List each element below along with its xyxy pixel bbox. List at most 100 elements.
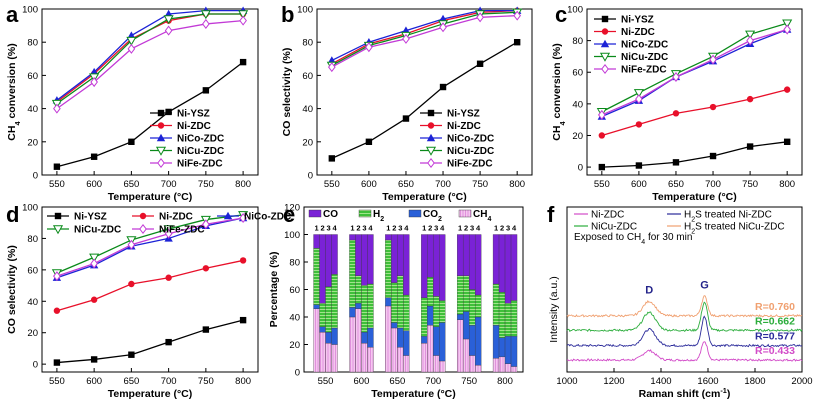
data-point [635, 162, 643, 169]
bar-segment-CO2 [492, 325, 500, 359]
legend-label: H2S treated NiCu-ZDC [684, 222, 785, 236]
data-point [635, 94, 643, 105]
data-point [239, 257, 247, 264]
bar-segment-CO [492, 234, 500, 285]
data-point [90, 258, 98, 269]
data-point [402, 33, 410, 44]
legend-marker [601, 63, 609, 75]
bar-segment-CH4 [439, 360, 446, 373]
bar-index-label: 4 [404, 224, 409, 233]
data-point [746, 95, 754, 103]
x-tick-label: 1200 [603, 376, 624, 387]
legend-label: NiCu-ZDC [74, 225, 121, 236]
data-point [202, 265, 210, 272]
ratio-label: R=0.577 [755, 331, 795, 343]
plot-frame [41, 206, 259, 373]
x-tick-label: 2000 [791, 376, 812, 387]
legend-swatch [308, 209, 322, 218]
legend-marker [601, 15, 609, 23]
x-tick-label: 650 [398, 179, 414, 190]
raman-spectrum-0 [566, 341, 803, 362]
legend-label: NiFe-ZDC [447, 159, 493, 170]
y-tick-label: 20 [572, 131, 583, 142]
bar-segment-CH4 [313, 308, 320, 373]
bar-index-label: 3 [506, 224, 510, 233]
y-axis-title: CO selectivity (%) [281, 48, 293, 137]
y-tick-label: 40 [27, 104, 38, 115]
data-point [239, 316, 247, 324]
data-point [782, 19, 793, 29]
x-axis-title: Temperature (°C) [652, 191, 737, 203]
bar-segment-CH4 [325, 342, 332, 373]
bar-segment-CO [474, 234, 482, 296]
data-point [476, 12, 484, 23]
panel-letter: e [283, 202, 295, 227]
data-point [598, 132, 606, 139]
x-tick-label: 750 [198, 179, 214, 190]
series-line-NiCo-ZDC [331, 10, 518, 62]
series-line-NiCo-ZDC [601, 28, 788, 118]
bar-segment-H2 [474, 294, 482, 318]
legend-label: NiCu-ZDC [591, 222, 637, 233]
x-tick-label: 600 [631, 179, 647, 190]
x-tick-label: 600 [354, 376, 370, 387]
legend-label: NiCo-ZDC [244, 212, 291, 223]
y-axis-title: Intensity (a.u.) [548, 276, 560, 343]
series-line-NiCu-ZDC [601, 22, 788, 113]
legend-label: Ni-ZDC [447, 121, 481, 132]
data-point [476, 60, 484, 67]
bar-segment-H2 [421, 297, 428, 337]
data-point [783, 24, 792, 35]
bar-segment-H2 [439, 300, 446, 323]
bar-index-label: 4 [512, 224, 517, 233]
data-point [709, 54, 717, 65]
data-point [239, 212, 247, 224]
x-tick-label: 750 [198, 376, 214, 387]
legend-marker [52, 225, 64, 235]
y-tick-label: 60 [289, 285, 300, 296]
bar-segment-H2 [510, 300, 518, 337]
bar-segment-H2 [385, 239, 392, 298]
bar-segment-CO [313, 234, 320, 249]
legend-marker [157, 122, 165, 129]
bar-segment-CO2 [385, 297, 392, 307]
data-point [709, 152, 717, 160]
x-tick-label: 600 [86, 376, 102, 387]
bar-segment-CH4 [492, 358, 500, 373]
x-tick-label: 800 [497, 376, 513, 387]
series-line-NiCu-ZDC [56, 13, 244, 105]
legend-label: NiCo-ZDC [621, 40, 668, 51]
legend-label: NiCu-ZDC [621, 52, 668, 63]
bar-segment-CH4 [462, 338, 470, 373]
panel-b: 550 600 650 700 750 800 0 20 40 60 80 100 Temperatur… [281, 2, 533, 203]
ratio-label: R=0.433 [755, 345, 795, 357]
bar-segment-CH4 [510, 366, 518, 373]
y-tick-label: 0 [33, 360, 38, 371]
series-line-Ni-ZDC [601, 88, 788, 137]
data-point [328, 155, 336, 162]
data-point [165, 108, 172, 116]
plot-frame [586, 8, 803, 176]
bar-segment-CO2 [433, 326, 440, 356]
data-point [513, 39, 521, 46]
bar-segment-CO2 [397, 327, 404, 348]
bar-segment-CO2 [474, 316, 482, 366]
x-tick-label: 650 [389, 376, 405, 387]
bar-segment-H2 [462, 275, 470, 312]
x-tick-label: 550 [318, 376, 334, 387]
y-tick-label: 60 [27, 71, 38, 82]
bar-segment-H2 [355, 275, 362, 304]
bar-segment-H2 [397, 275, 404, 329]
bar-segment-CO2 [313, 304, 320, 309]
data-point [783, 86, 791, 93]
legend-label: NiCu-ZDC [177, 146, 224, 157]
bar-segment-CO2 [439, 322, 446, 362]
bar-segment-CO2 [325, 331, 332, 344]
legend-swatch [358, 209, 372, 218]
bar-segment-H2 [319, 303, 326, 327]
bar-segment-H2 [313, 248, 320, 305]
x-axis-title: Raman shift (cm-1) [639, 386, 731, 401]
y-tick-label: 20 [27, 328, 38, 339]
legend-label: Ni-YSZ [447, 109, 480, 120]
